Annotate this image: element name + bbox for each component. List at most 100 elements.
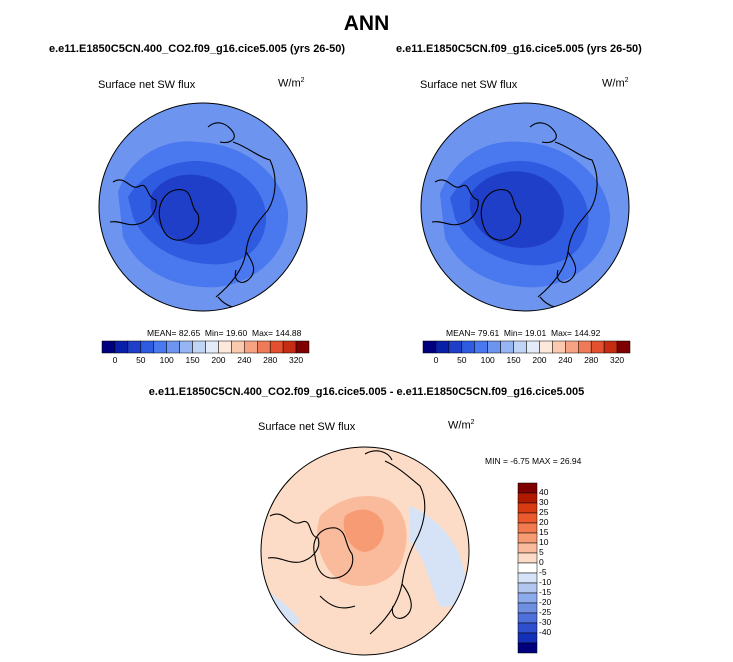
- left-colorbar-swatch: [257, 340, 271, 354]
- right-colorbar: [422, 340, 631, 354]
- diff-colorbar-tick-label: -5: [539, 567, 547, 577]
- right-colorbar-tick-label: 200: [532, 355, 547, 365]
- diff-colorbar-swatch: [517, 522, 538, 534]
- diff-units-label: W/m2: [448, 419, 475, 432]
- right-coast-canada: [431, 179, 479, 226]
- diff-variable-label: Surface net SW flux: [258, 421, 356, 433]
- left-colorbar-swatch: [205, 340, 219, 354]
- right-colorbar-swatch: [500, 340, 514, 354]
- right-colorbar-tick-label: 100: [480, 355, 495, 365]
- diff-colorbar-swatch: [517, 582, 538, 594]
- right-colorbar-tick-label: 280: [584, 355, 599, 365]
- left-colorbar-tick-label: 50: [136, 355, 146, 365]
- right-colorbar-swatch: [565, 340, 579, 354]
- diff-colorbar-swatch: [517, 592, 538, 604]
- left-colorbar-swatch: [127, 340, 142, 354]
- diff-stats: MIN = -6.75 MAX = 26.94: [485, 456, 582, 466]
- diff-colorbar-swatch: [517, 612, 538, 624]
- left-coast-scandinavia: [234, 251, 255, 283]
- right-colorbar-swatch: [461, 340, 475, 354]
- left-colorbar-tick-label: 100: [159, 355, 174, 365]
- diff-coast-alaska: [364, 450, 393, 461]
- right-colorbar-swatch: [552, 340, 566, 354]
- left-coast-eurasia: [215, 141, 276, 298]
- left-colorbar-tick-label: 280: [263, 355, 278, 365]
- diff-pos2-field: [343, 509, 384, 552]
- right-colorbar-tick-label: 0: [433, 355, 439, 365]
- diff-colorbar-tick-label: -20: [539, 597, 552, 607]
- diff-colorbar-tick-label: 40: [539, 487, 549, 497]
- diff-polar-map: [260, 446, 470, 656]
- left-colorbar-swatch: [114, 340, 129, 354]
- left-colorbar-tick-label: 320: [288, 355, 304, 365]
- left-colorbar-swatch: [218, 340, 232, 354]
- right-colorbar-swatch: [487, 340, 501, 354]
- right-colorbar-swatch: [616, 340, 631, 354]
- right-colorbar-swatch: [603, 340, 618, 354]
- right-colorbar-tick-label: 150: [506, 355, 521, 365]
- diff-colorbar-tick-label: 10: [539, 537, 549, 547]
- left-colorbar-swatch: [231, 340, 245, 354]
- right-colorbar-swatch: [448, 340, 463, 354]
- left-colorbar: [101, 340, 310, 354]
- diff-colorbar-swatch: [517, 542, 538, 554]
- left-case-title: e.e11.E1850C5CN.400_CO2.f09_g16.cice5.00…: [49, 43, 345, 55]
- left-colorbar-swatch: [140, 340, 154, 354]
- left-stats: MEAN= 82.65 Min= 19.60 Max= 144.88: [147, 328, 302, 338]
- diff-colorbar-tick-label: -15: [539, 587, 552, 597]
- diff-colorbar-swatch: [517, 622, 538, 634]
- left-colorbar-swatch: [101, 340, 116, 354]
- left-colorbar-tick-label: 0: [112, 355, 118, 365]
- diff-colorbar-tick-label: 25: [539, 507, 549, 517]
- diff-neg-field-east: [410, 506, 465, 607]
- left-colorbar-swatch: [282, 340, 297, 354]
- left-colorbar-swatch: [295, 340, 310, 354]
- figure-title: ANN: [343, 12, 390, 35]
- diff-colorbar-swatch: [517, 642, 538, 654]
- left-colorbar-swatch: [179, 340, 193, 354]
- left-coast-canada: [109, 179, 157, 226]
- left-colorbar-swatch: [166, 340, 180, 354]
- right-stats: MEAN= 79.61 Min= 19.01 Max= 144.92: [446, 328, 601, 338]
- left-colorbar-tick-label: 150: [185, 355, 200, 365]
- right-colorbar-swatch: [435, 340, 450, 354]
- right-colorbar-swatch: [526, 340, 540, 354]
- left-coast-greenland: [158, 189, 200, 241]
- left-colorbar-swatch: [269, 340, 284, 354]
- left-colorbar-swatch: [153, 340, 167, 354]
- left-colorbar-tick-label: 240: [237, 355, 252, 365]
- diff-coast-canada: [267, 513, 320, 563]
- left-variable-label: Surface net SW flux: [98, 79, 196, 91]
- right-colorbar-swatch: [474, 340, 488, 354]
- right-case-title: e.e11.E1850C5CN.f09_g16.cice5.005 (yrs 2…: [396, 43, 642, 55]
- diff-colorbar-tick-label: -25: [539, 607, 552, 617]
- left-colorbar-swatch: [244, 340, 258, 354]
- diff-colorbar-tick-label: 5: [539, 547, 544, 557]
- diff-colorbar-swatch: [517, 512, 538, 524]
- diff-colorbar-swatch: [517, 502, 538, 514]
- right-colorbar-swatch: [590, 340, 605, 354]
- left-coast-alaska: [207, 122, 235, 144]
- left-units-label: W/m2: [278, 77, 305, 90]
- left-polar-map: [98, 102, 308, 312]
- diff-colorbar-swatch: [517, 492, 538, 504]
- left-colorbar-tick-label: 200: [211, 355, 226, 365]
- diff-colorbar-swatch: [517, 482, 538, 494]
- right-variable-label: Surface net SW flux: [420, 79, 518, 91]
- diff-colorbar-swatch: [517, 572, 538, 584]
- diff-coast-scandinavia: [391, 583, 412, 619]
- diff-colorbar-tick-label: -30: [539, 617, 552, 627]
- right-coast-alaska: [529, 122, 557, 144]
- right-colorbar-swatch: [539, 340, 553, 354]
- diff-coast-siberia: [319, 595, 356, 609]
- diff-colorbar-tick-label: 30: [539, 497, 549, 507]
- right-polar-map: [420, 102, 630, 312]
- diff-colorbar-swatch: [517, 632, 538, 644]
- left-darkest-field: [150, 174, 237, 245]
- diff-colorbar-swatch: [517, 602, 538, 614]
- right-colorbar-tick-label: 240: [558, 355, 573, 365]
- right-coast-greenland: [480, 189, 522, 241]
- right-coast-scandinavia: [556, 251, 577, 283]
- diff-colorbar: [517, 482, 538, 654]
- right-colorbar-swatch: [513, 340, 527, 354]
